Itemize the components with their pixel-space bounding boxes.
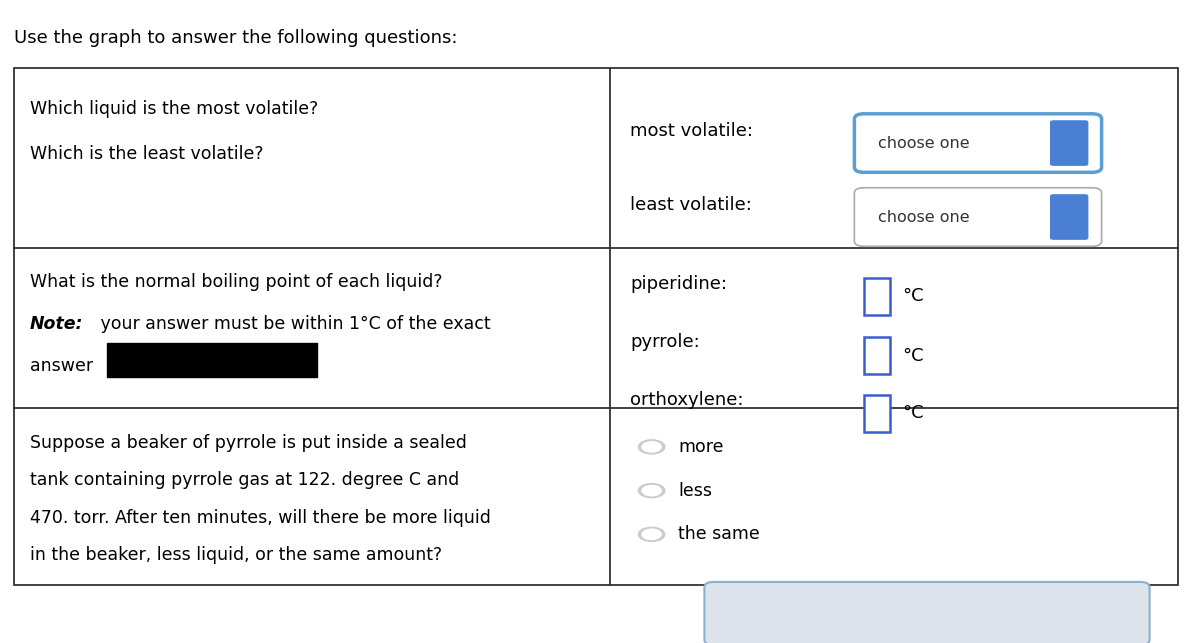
FancyBboxPatch shape: [1050, 194, 1088, 240]
Text: most volatile:: most volatile:: [630, 122, 754, 140]
FancyBboxPatch shape: [854, 114, 1102, 172]
Text: orthoxylene:: orthoxylene:: [630, 391, 744, 409]
Circle shape: [638, 440, 665, 454]
Text: in the beaker, less liquid, or the same amount?: in the beaker, less liquid, or the same …: [30, 546, 442, 564]
Text: piperidine:: piperidine:: [630, 275, 727, 293]
Circle shape: [642, 485, 661, 496]
FancyBboxPatch shape: [864, 278, 890, 315]
Text: ∨: ∨: [1066, 221, 1073, 230]
Text: ∧: ∧: [1066, 133, 1073, 143]
Text: choose one: choose one: [878, 210, 970, 224]
Text: choose one: choose one: [878, 136, 970, 150]
FancyBboxPatch shape: [864, 395, 890, 432]
FancyBboxPatch shape: [864, 337, 890, 374]
Text: your answer must be within 1°C of the exact: your answer must be within 1°C of the ex…: [95, 315, 491, 333]
Text: less: less: [678, 482, 712, 500]
Text: °C: °C: [902, 287, 924, 305]
FancyBboxPatch shape: [854, 188, 1102, 246]
Text: more: more: [678, 438, 724, 456]
Text: pyrrole:: pyrrole:: [630, 333, 700, 351]
Text: What is the normal boiling point of each liquid?: What is the normal boiling point of each…: [30, 273, 443, 291]
Text: Which is the least volatile?: Which is the least volatile?: [30, 145, 264, 163]
Circle shape: [642, 529, 661, 539]
Text: ∧: ∧: [1066, 207, 1073, 217]
Text: ×: ×: [859, 601, 881, 626]
Text: Use the graph to answer the following questions:: Use the graph to answer the following qu…: [14, 29, 458, 47]
Circle shape: [638, 484, 665, 498]
Text: ↺: ↺: [1039, 601, 1061, 626]
Text: least volatile:: least volatile:: [630, 196, 752, 214]
Text: 470. torr. After ten minutes, will there be more liquid: 470. torr. After ten minutes, will there…: [30, 509, 491, 527]
Text: °C: °C: [902, 404, 924, 422]
FancyBboxPatch shape: [1050, 120, 1088, 166]
Text: Which liquid is the most volatile?: Which liquid is the most volatile?: [30, 100, 318, 118]
Circle shape: [638, 527, 665, 541]
FancyBboxPatch shape: [14, 68, 1178, 585]
Text: answer: answer: [30, 357, 94, 375]
Text: Note:: Note:: [30, 315, 84, 333]
Text: tank containing pyrrole gas at 122. degree C and: tank containing pyrrole gas at 122. degr…: [30, 471, 460, 489]
Text: the same: the same: [678, 525, 760, 543]
FancyBboxPatch shape: [704, 582, 1150, 643]
Text: Suppose a beaker of pyrrole is put inside a sealed: Suppose a beaker of pyrrole is put insid…: [30, 434, 467, 452]
Text: °C: °C: [902, 347, 924, 365]
Text: ∨: ∨: [1066, 147, 1073, 156]
FancyBboxPatch shape: [110, 349, 307, 376]
Circle shape: [642, 442, 661, 452]
